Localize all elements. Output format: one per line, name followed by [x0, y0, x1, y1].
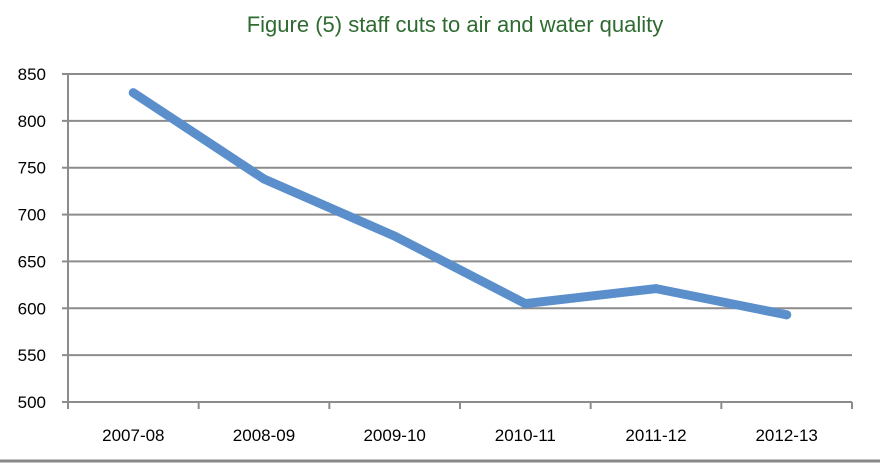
y-tick-label: 600 [18, 299, 46, 318]
y-tick-label: 800 [18, 112, 46, 131]
data-point [520, 299, 530, 309]
data-point [128, 88, 138, 98]
data-point [782, 310, 792, 320]
data-point [259, 174, 269, 184]
x-tick-label: 2011-12 [625, 426, 686, 445]
y-axis-tick-labels: 850 800 750 700 650 600 550 500 [18, 65, 46, 412]
x-tick-label: 2007-08 [102, 426, 164, 445]
gridlines [68, 73, 852, 357]
data-point [390, 231, 400, 241]
x-axis-tick-labels: 2007-08 2008-09 2009-10 2010-11 2011-12 2012-… [102, 426, 818, 445]
y-tick-label: 550 [18, 346, 46, 365]
y-tick-label: 650 [18, 252, 46, 271]
data-points [128, 88, 792, 320]
series-line-0 [128, 88, 792, 320]
chart-title: Figure (5) staff cuts to air and water q… [247, 12, 664, 37]
x-tick-label: 2009-10 [363, 426, 425, 445]
series-layer [128, 88, 792, 320]
y-tick-label: 750 [18, 159, 46, 178]
x-tick-label: 2008-09 [233, 426, 295, 445]
y-tick-label: 500 [18, 393, 46, 412]
data-point [651, 284, 661, 294]
y-tick-label: 700 [18, 206, 46, 225]
x-tick-label: 2010-11 [495, 426, 556, 445]
y-tick-label: 850 [18, 65, 46, 84]
x-tick-label: 2012-13 [755, 426, 817, 445]
axes [62, 73, 853, 409]
